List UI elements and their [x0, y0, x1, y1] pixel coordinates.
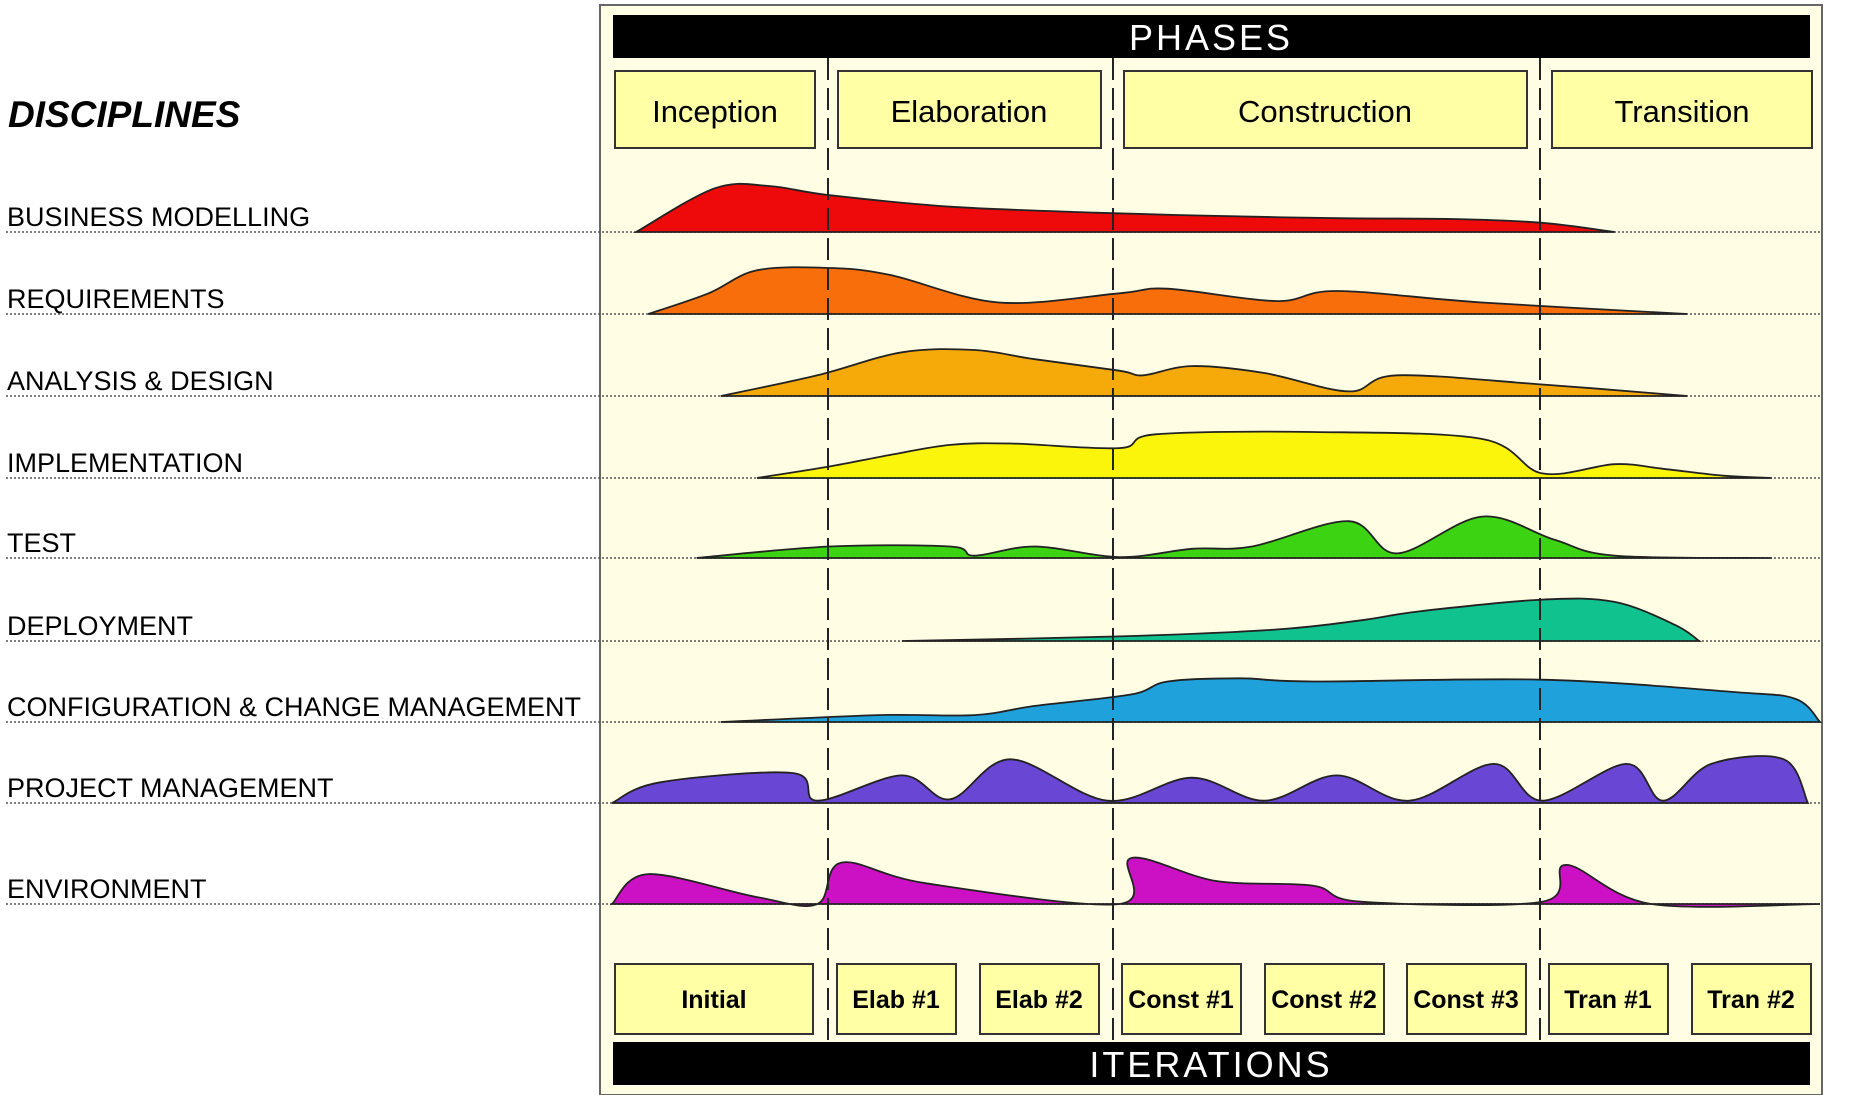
- iteration-box-tran-1: [1548, 963, 1669, 1035]
- phases-band-label: PHASES: [1129, 17, 1293, 58]
- phase-label-construction: Construction: [1238, 94, 1412, 129]
- phase-boxes: Inception Elaboration Construction Trans…: [614, 70, 1813, 149]
- curve-implementation: [756, 430, 1772, 479]
- iteration-label-initial: Initial: [681, 986, 746, 1014]
- iteration-label-elab-1: Elab #1: [852, 986, 940, 1014]
- curve-environment: [609, 856, 1821, 908]
- iteration-box-elab-1: [836, 963, 957, 1035]
- discipline-label-analysis-design: ANALYSIS & DESIGN: [7, 366, 274, 396]
- curve-test: [696, 515, 1772, 559]
- phase-box-transition: [1551, 70, 1813, 149]
- iteration-label-elab-2: Elab #2: [995, 986, 1083, 1014]
- phase-dividers: [827, 58, 1541, 1042]
- discipline-label-environment: ENVIRONMENT: [7, 874, 207, 904]
- phase-box-inception: [614, 70, 816, 149]
- discipline-label-implementation: IMPLEMENTATION: [7, 448, 243, 478]
- discipline-label-configuration-change-management: CONFIGURATION & CHANGE MANAGEMENT: [7, 692, 581, 722]
- iteration-label-tran-2: Tran #2: [1707, 986, 1795, 1014]
- iterations-band-label: ITERATIONS: [1089, 1044, 1332, 1085]
- phase-label-inception: Inception: [652, 94, 778, 129]
- iteration-label-const-1: Const #1: [1128, 986, 1234, 1014]
- iteration-boxes: Initial Elab #1 Elab #2 Const #1 Const #…: [614, 963, 1812, 1035]
- iteration-box-const-2: [1264, 963, 1385, 1035]
- discipline-label-business-modelling: BUSINESS MODELLING: [7, 202, 310, 232]
- iterations-band: [613, 1042, 1810, 1085]
- discipline-curves: [6, 182, 1823, 908]
- discipline-label-deployment: DEPLOYMENT: [7, 611, 193, 641]
- curve-analysis-design: [720, 348, 1688, 397]
- disciplines-title: DISCIPLINES: [8, 94, 241, 135]
- curve-business-modelling: [632, 182, 1615, 233]
- curve-configuration-change-management: [720, 677, 1823, 723]
- iteration-box-tran-2: [1691, 963, 1812, 1035]
- iteration-label-tran-1: Tran #1: [1564, 986, 1652, 1014]
- iteration-label-const-3: Const #3: [1413, 986, 1519, 1014]
- iteration-label-const-2: Const #2: [1271, 986, 1377, 1014]
- curve-project-management: [611, 755, 1810, 804]
- phase-label-transition: Transition: [1615, 94, 1750, 129]
- phases-band: [613, 15, 1810, 58]
- curve-requirements: [647, 266, 1688, 315]
- phase-label-elaboration: Elaboration: [891, 94, 1048, 129]
- iteration-box-const-3: [1406, 963, 1527, 1035]
- discipline-label-test: TEST: [7, 528, 76, 558]
- discipline-labels: BUSINESS MODELLING REQUIREMENTS ANALYSIS &…: [7, 202, 581, 904]
- curve-deployment: [901, 597, 1703, 642]
- phase-box-elaboration: [837, 70, 1102, 149]
- iteration-box-initial: [614, 963, 814, 1035]
- discipline-label-project-management: PROJECT MANAGEMENT: [7, 773, 334, 803]
- iteration-box-const-1: [1121, 963, 1242, 1035]
- phase-box-construction: [1123, 70, 1528, 149]
- iteration-box-elab-2: [979, 963, 1100, 1035]
- discipline-label-requirements: REQUIREMENTS: [7, 284, 225, 314]
